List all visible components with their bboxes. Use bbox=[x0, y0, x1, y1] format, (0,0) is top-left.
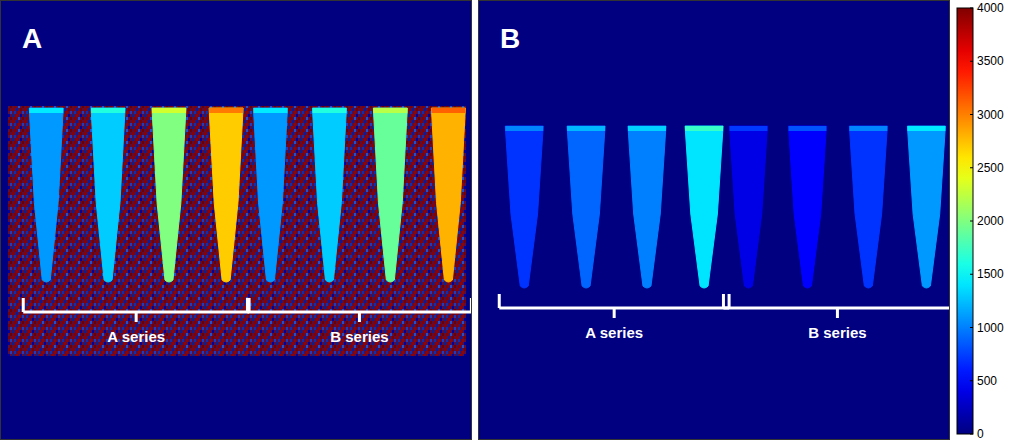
tube bbox=[152, 108, 186, 282]
group-label: A series bbox=[107, 328, 165, 345]
tube-top bbox=[373, 108, 407, 113]
bracket bbox=[22, 298, 25, 312]
tube-top bbox=[907, 126, 945, 131]
colorbar-label: 2000 bbox=[977, 214, 1004, 228]
colorbar-tick bbox=[970, 327, 973, 328]
tube-top bbox=[505, 126, 543, 131]
bracket bbox=[722, 294, 725, 308]
tube-top bbox=[209, 108, 243, 113]
tube-top bbox=[628, 126, 666, 131]
colorbar: 0 500 1000 1500 2000 2500 3000 3500 4000 bbox=[957, 1, 1004, 441]
panel-background bbox=[0, 0, 472, 440]
colorbar-tick bbox=[970, 167, 973, 168]
tube-top bbox=[431, 108, 465, 113]
tube-top bbox=[685, 126, 723, 131]
colorbar-tick bbox=[970, 274, 973, 275]
tube-top bbox=[729, 126, 767, 131]
colorbar-tick bbox=[970, 114, 973, 115]
colorbar-scale bbox=[957, 8, 973, 434]
tube bbox=[253, 108, 287, 282]
tube bbox=[729, 126, 767, 288]
panel: B A series B series bbox=[478, 0, 951, 440]
tube-top bbox=[253, 108, 287, 113]
group-label: B series bbox=[808, 324, 866, 341]
bracket bbox=[358, 312, 361, 322]
bracket bbox=[135, 312, 138, 322]
panel-frame bbox=[1, 1, 472, 440]
tube-top bbox=[29, 108, 63, 113]
tube bbox=[628, 126, 666, 288]
colorbar-label: 2500 bbox=[977, 161, 1004, 175]
tube bbox=[849, 126, 887, 288]
panel-background bbox=[478, 0, 950, 440]
tube bbox=[685, 126, 723, 288]
tube-top bbox=[312, 108, 346, 113]
colorbar-label: 0 bbox=[977, 427, 984, 441]
bracket bbox=[246, 298, 249, 312]
tube bbox=[312, 108, 346, 282]
tube bbox=[788, 126, 826, 288]
colorbar-label: 3000 bbox=[977, 108, 1004, 122]
colorbar-label: 4000 bbox=[977, 1, 1004, 15]
tube bbox=[29, 108, 63, 282]
colorbar-tick bbox=[970, 434, 973, 435]
colorbar-label: 500 bbox=[977, 374, 997, 388]
bracket bbox=[248, 298, 251, 312]
colorbar-tick bbox=[970, 61, 973, 62]
tube-top bbox=[567, 126, 605, 131]
tube bbox=[373, 108, 407, 282]
group-label: A series bbox=[585, 324, 643, 341]
panel-frame bbox=[479, 1, 950, 440]
tube bbox=[907, 126, 945, 288]
bracket bbox=[613, 308, 616, 318]
tube bbox=[431, 108, 465, 282]
figure: A A series B series B A series B series 0 500 10… bbox=[0, 0, 1012, 444]
colorbar-label: 3500 bbox=[977, 54, 1004, 68]
bracket bbox=[950, 294, 953, 308]
panel-letter: B bbox=[500, 23, 520, 54]
tube-top bbox=[849, 126, 887, 131]
colorbar-tick bbox=[970, 8, 973, 9]
colorbar-label: 1000 bbox=[977, 321, 1004, 335]
tube bbox=[209, 108, 243, 282]
tube-top bbox=[788, 126, 826, 131]
tube-top bbox=[91, 108, 125, 113]
bracket bbox=[728, 294, 731, 308]
tube-top bbox=[152, 108, 186, 113]
tube bbox=[91, 108, 125, 282]
tube bbox=[567, 126, 605, 288]
noise-region bbox=[8, 106, 466, 356]
tube bbox=[505, 126, 543, 288]
bracket bbox=[498, 294, 501, 308]
panel: A A series B series bbox=[0, 0, 472, 440]
colorbar-tick bbox=[970, 221, 973, 222]
colorbar-tick bbox=[970, 380, 973, 381]
group-label: B series bbox=[330, 328, 388, 345]
bracket bbox=[836, 308, 839, 318]
panel-letter: A bbox=[22, 23, 42, 54]
colorbar-label: 1500 bbox=[977, 267, 1004, 281]
